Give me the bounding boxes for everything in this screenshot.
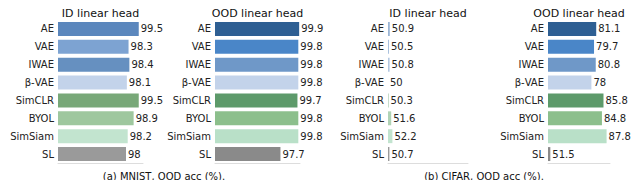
svg-text:87.8: 87.8 [609, 131, 631, 142]
svg-text:OOD linear head: OOD linear head [212, 7, 303, 20]
svg-text:SL: SL [42, 149, 54, 160]
svg-text:SimCLR: SimCLR [173, 95, 211, 106]
svg-text:AE: AE [531, 23, 544, 34]
svg-text:IWAE: IWAE [186, 59, 211, 70]
svg-text:99.5: 99.5 [141, 95, 163, 106]
svg-text:SL: SL [532, 149, 544, 160]
svg-text:BYOL: BYOL [359, 113, 385, 124]
svg-text:51.5: 51.5 [552, 149, 574, 160]
svg-text:AE: AE [198, 23, 211, 34]
svg-text:50.7: 50.7 [391, 149, 413, 160]
svg-text:99.8: 99.8 [300, 131, 322, 142]
svg-text:(a) MNIST, OOD acc (%).: (a) MNIST, OOD acc (%). [103, 171, 225, 180]
svg-text:97.7: 97.7 [282, 149, 304, 160]
svg-text:β-VAE: β-VAE [515, 77, 544, 88]
svg-text:81.1: 81.1 [598, 23, 620, 34]
svg-text:VAE: VAE [192, 41, 211, 52]
svg-text:50.5: 50.5 [391, 41, 413, 52]
svg-text:SL: SL [372, 149, 384, 160]
svg-text:SimSiam: SimSiam [340, 131, 384, 142]
svg-text:β-VAE: β-VAE [182, 77, 211, 88]
svg-text:VAE: VAE [365, 41, 384, 52]
svg-text:98.2: 98.2 [130, 131, 152, 142]
svg-text:VAE: VAE [525, 41, 544, 52]
svg-text:50.9: 50.9 [392, 23, 414, 34]
svg-text:SimSiam: SimSiam [500, 131, 544, 142]
svg-text:IWAE: IWAE [519, 59, 544, 70]
svg-text:50.8: 50.8 [392, 59, 414, 70]
svg-text:β-VAE: β-VAE [355, 77, 384, 88]
svg-text:SimSiam: SimSiam [167, 131, 211, 142]
svg-text:79.7: 79.7 [596, 41, 618, 52]
svg-text:99.8: 99.8 [300, 77, 322, 88]
svg-text:98.9: 98.9 [136, 113, 158, 124]
svg-text:AE: AE [371, 23, 384, 34]
svg-text:50.3: 50.3 [391, 95, 413, 106]
svg-text:IWAE: IWAE [29, 59, 54, 70]
svg-text:OOD linear head: OOD linear head [533, 7, 624, 20]
svg-text:SimCLR: SimCLR [346, 95, 384, 106]
svg-text:99.8: 99.8 [300, 113, 322, 124]
svg-text:84.8: 84.8 [604, 113, 626, 124]
svg-text:SimCLR: SimCLR [16, 95, 54, 106]
svg-text:ID linear head: ID linear head [62, 7, 139, 20]
svg-text:VAE: VAE [35, 41, 54, 52]
svg-text:98.1: 98.1 [129, 77, 151, 88]
svg-text:SimCLR: SimCLR [506, 95, 544, 106]
svg-text:98.4: 98.4 [131, 59, 153, 70]
svg-text:78: 78 [593, 77, 606, 88]
svg-text:80.8: 80.8 [598, 59, 620, 70]
svg-text:51.6: 51.6 [393, 113, 415, 124]
svg-text:β-VAE: β-VAE [25, 77, 54, 88]
svg-text:98.3: 98.3 [131, 41, 153, 52]
svg-text:98: 98 [128, 149, 141, 160]
svg-text:IWAE: IWAE [359, 59, 384, 70]
svg-text:99.7: 99.7 [299, 95, 321, 106]
svg-text:(b) CIFAR, OOD acc (%).: (b) CIFAR, OOD acc (%). [424, 171, 544, 180]
svg-text:50: 50 [390, 77, 403, 88]
svg-text:BYOL: BYOL [186, 113, 212, 124]
svg-text:AE: AE [41, 23, 54, 34]
svg-text:BYOL: BYOL [519, 113, 545, 124]
svg-text:SL: SL [199, 149, 211, 160]
svg-text:99.8: 99.8 [300, 41, 322, 52]
svg-text:99.9: 99.9 [301, 23, 323, 34]
svg-text:99.8: 99.8 [300, 59, 322, 70]
svg-text:ID linear head: ID linear head [389, 7, 466, 20]
svg-text:BYOL: BYOL [29, 113, 55, 124]
svg-text:52.2: 52.2 [394, 131, 416, 142]
svg-text:85.8: 85.8 [605, 95, 627, 106]
svg-text:99.5: 99.5 [141, 23, 163, 34]
svg-text:SimSiam: SimSiam [10, 131, 54, 142]
